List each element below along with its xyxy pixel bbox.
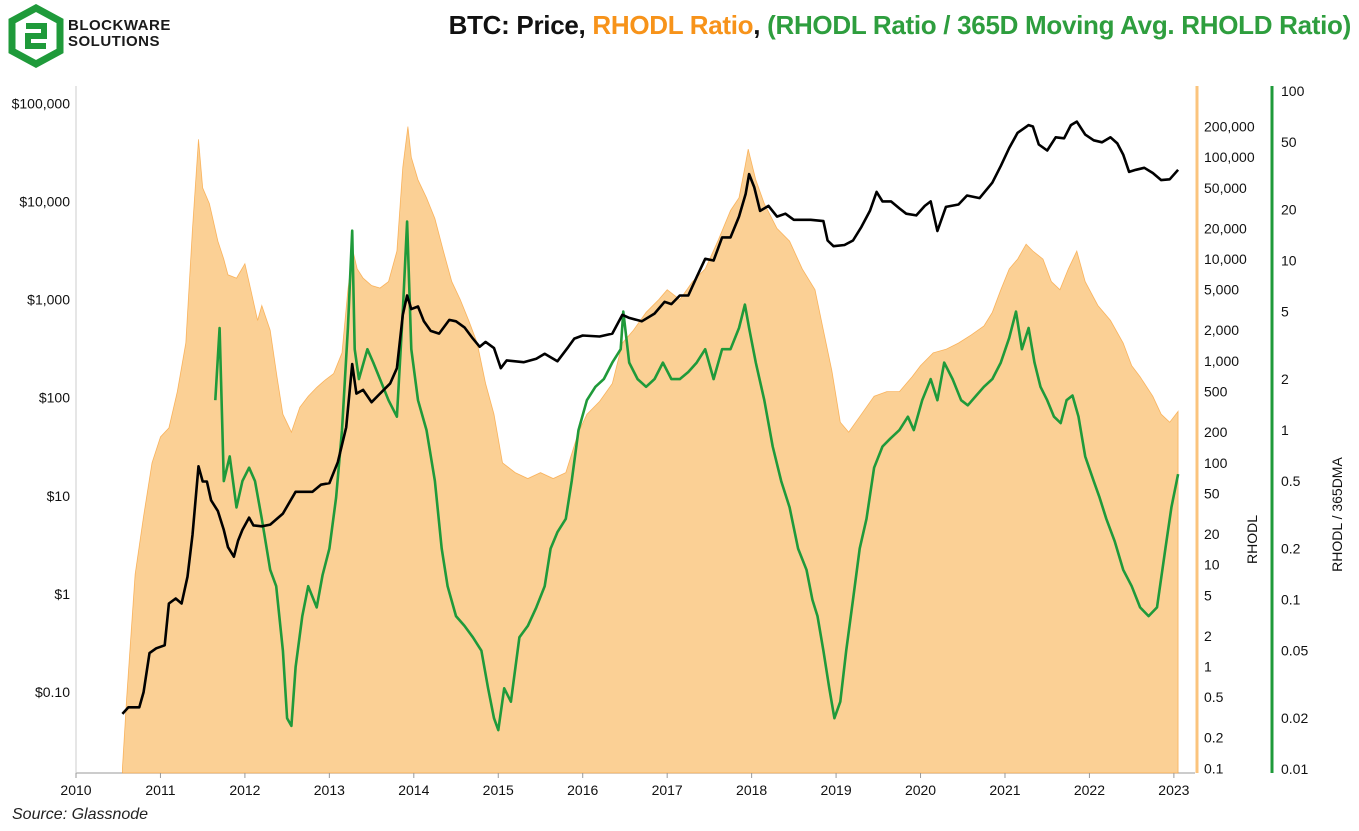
rhodl-tick-label: 1 <box>1204 658 1212 674</box>
rhodl-tick-label: 0.5 <box>1204 689 1224 705</box>
rhodl-tick-label: 200,000 <box>1204 119 1255 135</box>
x-tick-label: 2022 <box>1074 782 1105 798</box>
rhodl-tick-label: 10 <box>1204 557 1220 573</box>
y-left-tick-label: $10,000 <box>19 193 70 209</box>
x-tick-label: 2019 <box>820 782 851 798</box>
x-tick-label: 2015 <box>483 782 514 798</box>
ratio-axis-title: RHODL / 365DMA <box>1329 457 1345 572</box>
blockware-logo-mark <box>8 4 64 68</box>
rhodl-axis-title: RHODL <box>1244 515 1260 564</box>
y-left-tick-label: $0.10 <box>35 684 70 700</box>
rhodl-tick-label: 0.2 <box>1204 730 1224 746</box>
ratio-tick-label: 2 <box>1281 371 1289 387</box>
x-tick-label: 2018 <box>736 782 767 798</box>
y-left-tick-label: $1 <box>54 586 70 602</box>
ratio-line <box>214 220 1180 732</box>
ratio-tick-label: 0.02 <box>1281 710 1308 726</box>
ratio-tick-label: 50 <box>1281 134 1297 150</box>
x-tick-label: 2021 <box>989 782 1020 798</box>
blockware-logo: BLOCKWARE SOLUTIONS <box>6 4 176 70</box>
ratio-tick-label: 0.05 <box>1281 643 1308 659</box>
rhodl-tick-label: 5,000 <box>1204 282 1239 298</box>
rhodl-tick-label: 500 <box>1204 384 1228 400</box>
rhodl-tick-label: 10,000 <box>1204 251 1247 267</box>
x-tick-label: 2012 <box>229 782 260 798</box>
x-tick-label: 2011 <box>145 782 175 798</box>
y-left-tick-label: $100,000 <box>12 95 71 111</box>
ratio-tick-label: 0.1 <box>1281 592 1301 608</box>
ratio-tick-label: 0.5 <box>1281 473 1301 489</box>
ratio-tick-label: 100 <box>1281 83 1305 99</box>
ratio-tick-label: 5 <box>1281 304 1289 320</box>
ratio-tick-label: 10 <box>1281 253 1297 269</box>
rhodl-tick-label: 100,000 <box>1204 149 1255 165</box>
title-part-ratio: (RHODL Ratio / 365D Moving Avg. RHOLD Ra… <box>767 10 1351 40</box>
ratio-tick-label: 0.01 <box>1281 761 1308 777</box>
chart-title: BTC: Price, RHODL Ratio, (RHODL Ratio / … <box>448 10 1352 41</box>
rhodl-tick-label: 5 <box>1204 587 1212 603</box>
brand-line-1: BLOCKWARE <box>68 17 171 34</box>
rhodl-tick-label: 2 <box>1204 628 1212 644</box>
x-tick-label: 2014 <box>398 782 429 798</box>
x-tick-label: 2017 <box>652 782 683 798</box>
ratio-tick-label: 0.2 <box>1281 541 1301 557</box>
y-left-tick-label: $1,000 <box>27 292 70 308</box>
x-tick-label: 2016 <box>567 782 598 798</box>
rhodl-tick-label: 50,000 <box>1204 180 1247 196</box>
rhodl-tick-label: 1,000 <box>1204 353 1239 369</box>
rhodl-tick-label: 50 <box>1204 485 1220 501</box>
ratio-tick-label: 1 <box>1281 422 1289 438</box>
rhodl-tick-label: 100 <box>1204 455 1228 471</box>
x-tick-label: 2020 <box>905 782 936 798</box>
rhodl-tick-label: 200 <box>1204 424 1228 440</box>
x-tick-label: 2013 <box>314 782 345 798</box>
rhodl-area <box>122 126 1179 774</box>
x-tick-label: 2010 <box>60 782 91 798</box>
title-part-rhodl: RHODL Ratio <box>592 10 754 40</box>
title-part-price: BTC: Price, <box>448 10 593 40</box>
y-left-tick-label: $100 <box>39 390 70 406</box>
brand-line-2: SOLUTIONS <box>68 33 161 50</box>
price-line <box>121 120 1180 715</box>
ratio-tick-label: 20 <box>1281 201 1297 217</box>
y-left-tick-label: $10 <box>47 488 71 504</box>
rhodl-tick-label: 2,000 <box>1204 322 1239 338</box>
rhodl-tick-label: 20 <box>1204 526 1220 542</box>
rhodl-tick-label: 20,000 <box>1204 220 1247 236</box>
title-part-comma: , <box>753 10 768 40</box>
rhodl-tick-label: 0.1 <box>1204 760 1224 776</box>
x-tick-label: 2023 <box>1158 782 1189 798</box>
source-note: Source: Glassnode <box>12 806 149 823</box>
